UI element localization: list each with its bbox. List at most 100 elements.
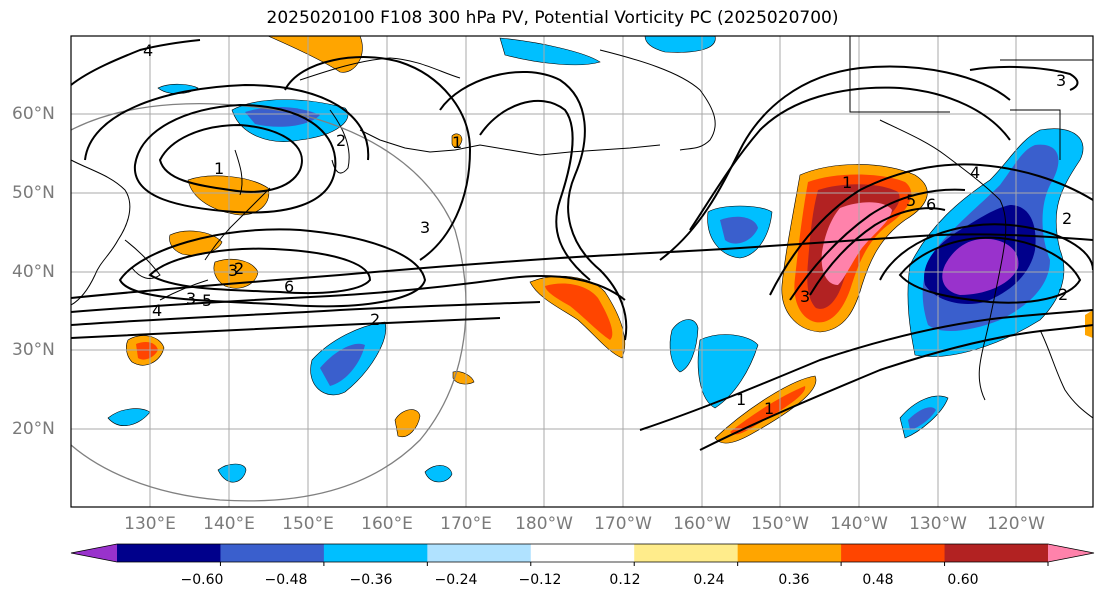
neg-anomaly-ne-pacific-l4: [942, 238, 1019, 295]
contour-label: 3: [186, 289, 196, 308]
pos-anomaly-c2: [452, 371, 475, 385]
contour-label: 3: [1056, 71, 1066, 90]
colorbar-segment: [427, 544, 532, 562]
lat-label-20n: 20°N: [12, 419, 55, 439]
colorbar: [70, 543, 1095, 566]
contour-label: 6: [284, 277, 294, 296]
pos-anomaly-main-l4: [821, 202, 892, 285]
contour-label: 1: [736, 390, 746, 409]
contour-trough-1: [769, 163, 1093, 296]
coast-asia: [71, 159, 131, 306]
contour-jet-s2: [699, 324, 1093, 451]
lon-label-170e: 170°E: [440, 514, 492, 534]
lon-label-150e: 150°E: [282, 514, 334, 534]
contour-low-w2: [133, 103, 337, 214]
contour-label: 1: [214, 159, 224, 178]
contour-west-edge: [71, 39, 201, 86]
pos-anomaly-south-japan-core: [136, 342, 158, 360]
lat-label-60n: 60°N: [12, 104, 55, 124]
contour-trough-2: [789, 188, 966, 301]
pos-anomaly-se-core: [730, 386, 806, 435]
pos-anomaly-small: [451, 133, 463, 148]
neg-anomaly-east-1-core: [720, 216, 758, 244]
neg-anomaly-sub-2: [217, 463, 247, 483]
contour-label: 2: [1062, 209, 1072, 228]
neg-anomaly-east-3: [697, 334, 759, 409]
colorbar-segment: [841, 544, 946, 562]
colorbar-tick: 0.60: [947, 572, 979, 588]
colorbar-tick: 0.36: [778, 572, 810, 588]
contour-mid-2: [479, 100, 591, 281]
neg-anomaly-east-2: [669, 319, 699, 373]
contour-label: 5: [202, 291, 212, 310]
coast-siberia: [299, 57, 461, 81]
neg-anomaly-sub-3: [424, 465, 453, 483]
contour-label: 2: [370, 310, 380, 329]
map-frame: [70, 35, 1094, 508]
contour-label: 1: [764, 399, 774, 418]
contour-high-c: [118, 228, 427, 308]
pos-anomaly-japan-3: [213, 259, 259, 289]
contour-trough-3: [809, 207, 946, 296]
pos-anomaly-mid-core: [545, 283, 613, 340]
coast-canada: [849, 36, 1093, 160]
contour-jet-s: [639, 309, 1093, 431]
colorbar-segment: [117, 544, 221, 562]
colorbar-tick: −0.24: [434, 572, 478, 588]
great-circle: [71, 102, 467, 502]
contour-label: 1: [842, 173, 852, 192]
colorbar-tick: 0.48: [862, 572, 894, 588]
lon-label-120w: 120°W: [987, 514, 1045, 534]
coastlines: [71, 36, 1093, 419]
contour-low-w: [158, 123, 303, 193]
coast-aleutians: [359, 129, 661, 156]
contour-ridge-1: [659, 65, 1011, 261]
neg-anomaly-nw-pacific-core: [245, 106, 320, 127]
contour-lat-2: [71, 275, 626, 313]
colorbar-segment: [944, 544, 1049, 562]
coast-baja: [1039, 329, 1093, 419]
lon-label-130w: 130°W: [909, 514, 967, 534]
colorbar-segment: [737, 544, 842, 562]
lat-label-50n: 50°N: [12, 183, 55, 203]
contour-label: 3: [228, 261, 238, 280]
contour-low-e2: [879, 223, 1093, 281]
contour-label: 6: [926, 195, 936, 214]
contour-lat-4: [71, 317, 501, 339]
contour-high-c2: [148, 247, 372, 295]
colorbar-tick: −0.12: [518, 572, 562, 588]
pos-anomaly-north-1: [267, 36, 363, 73]
colorbar-extend-max: [1048, 544, 1094, 562]
coast-alaska: [599, 49, 716, 151]
colorbar-outline: [70, 543, 1095, 563]
lon-label-160w: 160°W: [673, 514, 731, 534]
colorbar-segment: [323, 544, 428, 562]
contour-label: 4: [143, 41, 153, 60]
contour-label: 1: [452, 133, 462, 152]
lon-label-160e: 160°E: [361, 514, 413, 534]
neg-anomaly-north-1: [499, 37, 601, 66]
contour-label: 4: [152, 301, 162, 320]
neg-anomaly-central-1-core: [320, 343, 365, 386]
contour-low-w3: [84, 83, 370, 161]
pos-anomaly-e-edge: [1085, 310, 1093, 338]
lon-label-150w: 150°W: [751, 514, 809, 534]
contour-north-e: [969, 65, 1079, 91]
colorbar-segment: [530, 544, 635, 562]
contour-label: 4: [970, 163, 980, 182]
pos-anomaly-c1: [394, 409, 421, 438]
lon-label-170w: 170°W: [594, 514, 652, 534]
contour-label: 2: [336, 131, 346, 150]
contour-label: 5: [906, 191, 916, 210]
colorbar-tick: 0.12: [609, 572, 641, 588]
contour-low-e: [898, 236, 1082, 304]
coast-japan: [159, 187, 271, 301]
colorbar-segment: [220, 544, 325, 562]
lon-label-140e: 140°E: [203, 514, 255, 534]
contour-ridge-2: [689, 86, 1011, 231]
contour-label: 2: [1058, 285, 1068, 304]
lat-label-30n: 30°N: [12, 340, 55, 360]
contour-label: 3: [420, 218, 430, 237]
neg-anomaly-north-2: [644, 36, 716, 53]
lat-label-40n: 40°N: [12, 262, 55, 282]
